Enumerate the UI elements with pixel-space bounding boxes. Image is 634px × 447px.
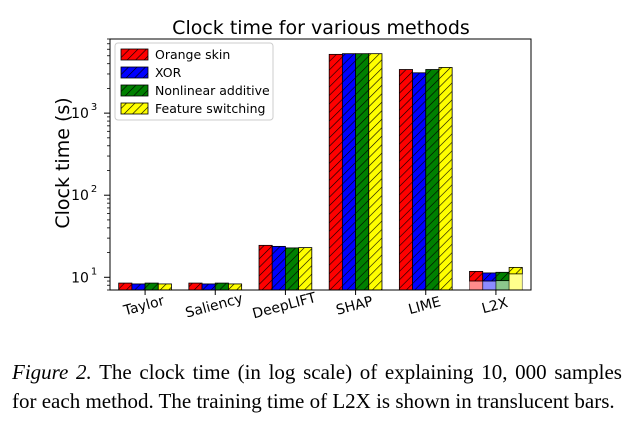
bar-lime-xor — [412, 72, 427, 291]
figure-caption: Figure 2. The clock time (in log scale) … — [12, 358, 622, 416]
chart-figure: Clock time for various methods Clock tim… — [52, 17, 532, 322]
legend: Orange skin XOR Nonlinear additive Feature … — [114, 42, 274, 121]
bar-l2x-nonlinear-additive — [495, 271, 510, 282]
bar-lime-orange-skin — [398, 69, 413, 291]
bar-taylor-orange-skin — [118, 282, 133, 291]
y-tick-exponent: 2 — [91, 184, 97, 195]
caption-text: The clock time (in log scale) of explain… — [12, 360, 622, 413]
bar-l2x-xor — [482, 272, 497, 282]
y-tick-label: 10 — [71, 106, 89, 122]
y-tick-exponent: 1 — [91, 266, 97, 277]
x-tick-label-shap: SHAP — [334, 294, 374, 319]
legend-label: Feature switching — [155, 101, 265, 116]
bar-lime-feature-switching — [438, 67, 453, 291]
bar-saliency-feature-switching — [228, 283, 243, 291]
bar-shap-xor — [341, 53, 356, 291]
y-tick-label: 10 — [71, 270, 89, 286]
bar-shap-feature-switching — [368, 53, 383, 291]
bar-saliency-orange-skin — [188, 282, 203, 291]
bar-taylor-nonlinear-additive — [144, 282, 159, 291]
legend-item-xor: XOR — [120, 65, 182, 80]
bar-saliency-nonlinear-additive — [214, 282, 229, 291]
bar-l2x-feature-switching — [508, 266, 523, 275]
training-bar-xor — [482, 280, 497, 291]
caption-label: Figure 2. — [12, 360, 92, 384]
y-tick-label: 10 — [71, 188, 89, 204]
legend-label: Nonlinear additive — [155, 83, 270, 98]
bar-shap-nonlinear-additive — [355, 53, 370, 291]
bar-saliency-xor — [201, 283, 216, 291]
bar-lime-nonlinear-additive — [425, 69, 440, 291]
bar-deeplift-xor — [271, 245, 286, 291]
x-tick-label-taylor: Taylor — [121, 293, 166, 319]
x-tick-label-deeplift: DeepLIFT — [251, 290, 319, 322]
legend-item-nonlinear-additive: Nonlinear additive — [120, 83, 270, 98]
legend-label: XOR — [155, 65, 182, 80]
training-bar-feature-switching — [508, 273, 523, 291]
plot-frame — [109, 38, 532, 291]
legend-label: Orange skin — [155, 47, 230, 62]
bar-taylor-xor — [131, 283, 146, 291]
bar-deeplift-orange-skin — [258, 244, 273, 291]
bar-deeplift-feature-switching — [298, 247, 313, 291]
bar-deeplift-nonlinear-additive — [285, 247, 300, 291]
legend-box — [114, 42, 274, 121]
training-bar-nonlinear-additive — [495, 280, 510, 291]
legend-item-orange-skin: Orange skin — [120, 47, 230, 62]
training-bar-orange-skin — [469, 280, 484, 291]
y-axis-label: Clock time (s) — [52, 97, 74, 228]
x-tick-label-l2x: L2X — [480, 295, 510, 317]
chart-title: Clock time for various methods — [172, 17, 470, 39]
x-tick-label-saliency: Saliency — [184, 291, 245, 322]
bar-l2x-orange-skin — [469, 270, 484, 282]
bar-chart: Clock time for various methods Clock tim… — [52, 17, 532, 322]
x-tick-label-lime: LIME — [407, 294, 443, 318]
legend-item-feature-switching: Feature switching — [120, 101, 265, 116]
y-tick-exponent: 3 — [91, 102, 97, 113]
bar-shap-orange-skin — [328, 53, 343, 291]
bar-taylor-feature-switching — [157, 283, 172, 291]
